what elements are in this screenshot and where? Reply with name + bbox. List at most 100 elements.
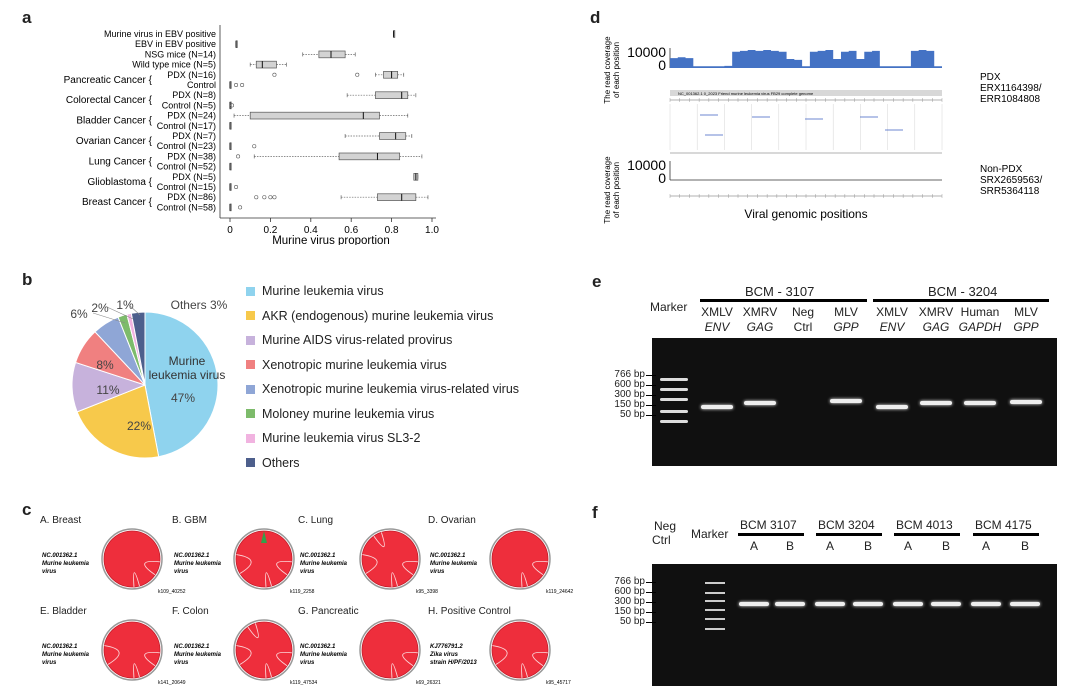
ref-name: Murine leukemia xyxy=(300,561,348,567)
contig-tag: k119_24642 xyxy=(546,589,573,595)
lane-label-bottom: ENV xyxy=(704,320,730,334)
lane-label-top: MLV xyxy=(1014,305,1038,319)
legend-swatch xyxy=(246,335,255,345)
outlier xyxy=(272,72,277,77)
sample2-line: SRX2659563/ xyxy=(980,175,1042,186)
ref-name: virus xyxy=(42,660,57,666)
group-label: BCM 3107 xyxy=(740,518,797,532)
group-label: Pancreatic Cancer { xyxy=(64,75,153,86)
outlier xyxy=(238,205,243,210)
circos-plot: NC.001362.1 Murine leukemia virus k69_26321 xyxy=(300,619,441,686)
box-row: Control (N=52) xyxy=(157,162,232,172)
bp-tick xyxy=(646,415,656,416)
bp-label: 600 bp xyxy=(614,379,645,390)
d-ylabel-1: The read coverage xyxy=(603,36,612,104)
box xyxy=(377,193,417,201)
lane-label-bottom: ENV xyxy=(879,320,905,334)
bp-label: 300 bp xyxy=(614,596,645,607)
box xyxy=(383,71,399,79)
circos-fill xyxy=(361,530,419,588)
bp-tick xyxy=(646,582,656,583)
legend-item: Murine leukemia virus SL3-2 xyxy=(246,431,420,445)
circos-fill xyxy=(491,530,549,588)
sample-band xyxy=(739,602,769,606)
contig-tag: k95_45717 xyxy=(546,680,571,686)
x-tick-label: 0 xyxy=(227,225,233,236)
x-tick-label: 1.0 xyxy=(425,225,439,236)
legend-swatch xyxy=(246,311,255,320)
circle-title: F. Colon xyxy=(172,606,209,617)
ytick-max: 10000 xyxy=(627,44,666,60)
sample-band xyxy=(1010,602,1040,606)
slice-label: 11% xyxy=(96,383,119,397)
lane-label-bottom: GAPDH xyxy=(958,320,1002,334)
marker-label: Marker xyxy=(650,300,688,314)
circos-plot: NC.001362.1 Murine leukemia virus k141_2064… xyxy=(42,619,186,686)
row-label: Control (N=15) xyxy=(157,182,216,192)
group-label: BCM 4013 xyxy=(896,518,953,532)
box-row: Pancreatic Cancer {PDX (N=16) xyxy=(64,70,405,86)
box-row: NSG mice (N=14) xyxy=(145,49,356,59)
row-label: PDX (N=24) xyxy=(167,111,216,121)
circos-plot: KJ776791.2 Zika virus strain H/PF/2013 k95_… xyxy=(429,619,571,686)
box xyxy=(255,60,277,69)
contig-tag: k95_3398 xyxy=(416,589,438,595)
legend-text: Xenotropic murine leukemia virus xyxy=(262,357,447,372)
sample-band xyxy=(830,399,862,403)
row-label: EBV in EBV positive xyxy=(135,39,216,49)
lane-label-top: Human xyxy=(960,305,1000,319)
group-bar xyxy=(816,533,882,536)
ref-id: NC.001362.1 xyxy=(430,553,466,559)
circos-fill xyxy=(361,621,419,679)
marker-band xyxy=(660,410,688,413)
box-row: Control xyxy=(187,80,245,90)
outlier xyxy=(254,195,259,200)
group-label: Colorectal Cancer { xyxy=(66,95,153,106)
ref-name: Murine leukemia xyxy=(42,561,90,567)
lane-letter: B xyxy=(863,539,872,553)
circos-fill xyxy=(491,621,549,679)
marker-band xyxy=(660,420,688,423)
row-label: PDX (N=86) xyxy=(167,192,216,202)
bp-tick xyxy=(646,622,656,623)
x-tick-label: 0.8 xyxy=(385,225,399,236)
row-label: Control (N=5) xyxy=(162,100,216,110)
sample-band xyxy=(744,401,776,405)
legend-text: Others xyxy=(262,455,300,470)
row-label: Control (N=17) xyxy=(157,121,216,131)
ref-name: Murine leukemia xyxy=(174,561,222,567)
group-bar xyxy=(738,533,804,536)
box xyxy=(338,152,401,161)
box-row: Ovarian Cancer {PDX (N=7) xyxy=(76,131,413,147)
box xyxy=(379,132,407,140)
sample-band xyxy=(853,602,883,606)
sample-band xyxy=(931,602,961,606)
bp-label: 50 bp xyxy=(619,616,645,627)
marker-band xyxy=(705,600,725,602)
lane-label-bottom: GPP xyxy=(833,320,859,334)
bp-label: 150 bp xyxy=(614,399,645,410)
row-label: Control (N=23) xyxy=(157,141,216,151)
pie-slice xyxy=(76,384,160,459)
row-label: Control (N=52) xyxy=(157,162,216,172)
neg-label: Neg xyxy=(654,519,677,533)
sample-band xyxy=(971,602,1001,606)
legend-swatch xyxy=(246,286,255,296)
lane-label-top: MLV xyxy=(834,305,858,319)
box-row: Lung Cancer {PDX (N=38) xyxy=(89,151,423,167)
track-header xyxy=(670,90,942,96)
ref-name: Murine leukemia xyxy=(300,652,348,658)
lane-label-top: XMRV xyxy=(918,305,954,319)
group-label: Lung Cancer { xyxy=(89,156,153,167)
lane-letter: B xyxy=(1020,539,1029,553)
lane-label-top: XMRV xyxy=(742,305,778,319)
marker-band xyxy=(660,378,688,381)
legend-item: Murine AIDS virus-related provirus xyxy=(246,333,452,347)
circos-plot: NC.001362.1 Murine leukemia virus k119_4753… xyxy=(174,619,317,686)
legend-item: Others xyxy=(246,456,300,470)
pie-slice xyxy=(144,311,219,458)
ref-name: Murine leukemia xyxy=(42,652,90,658)
legend-text: Murine leukemia virus SL3-2 xyxy=(262,431,421,445)
lane-letter: A xyxy=(903,539,912,553)
box-row: Bladder Cancer {PDX (N=24) xyxy=(76,111,409,127)
